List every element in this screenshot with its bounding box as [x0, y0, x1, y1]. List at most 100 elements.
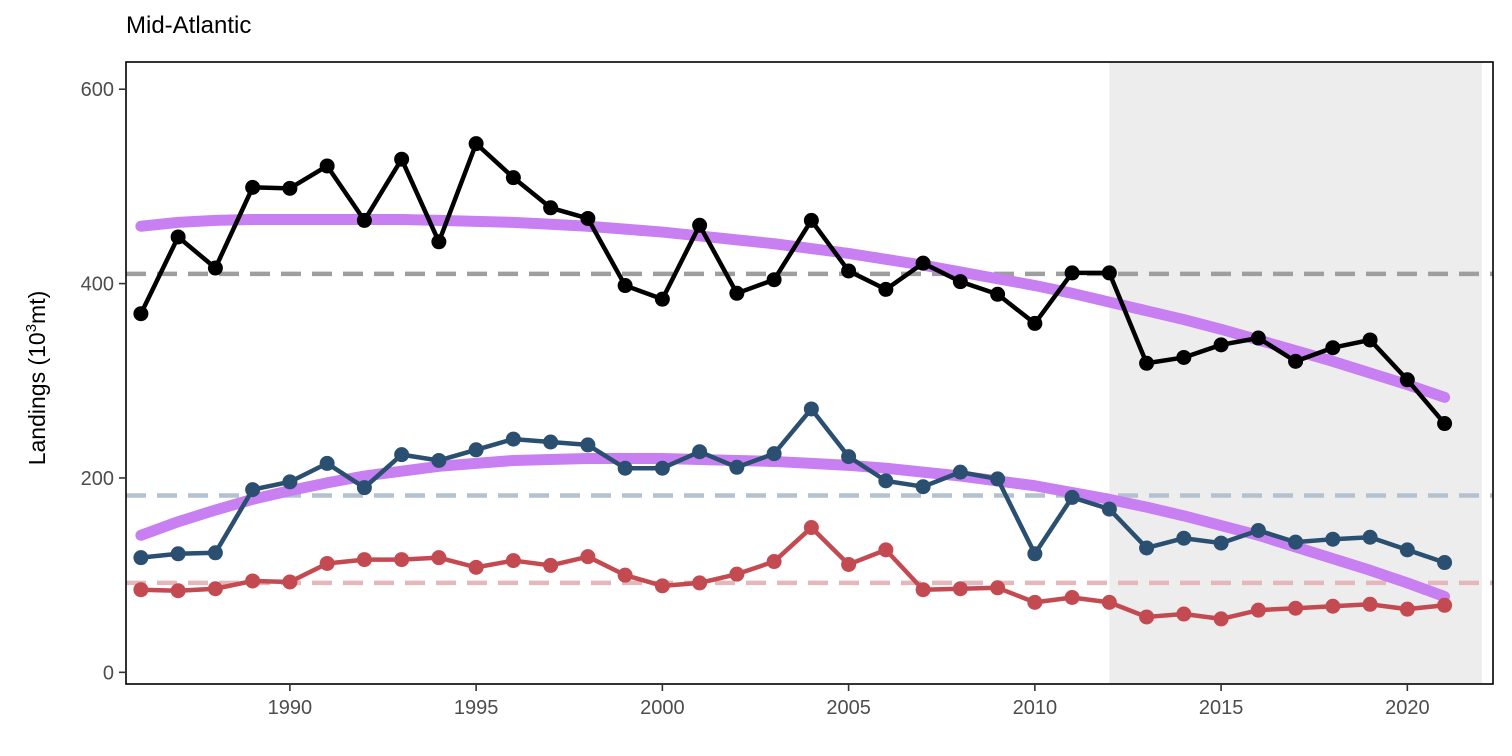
data-point [394, 151, 410, 167]
trend-line-1 [135, 453, 1451, 603]
data-point [1139, 540, 1155, 556]
data-point [356, 480, 372, 496]
data-point [1064, 489, 1080, 505]
data-point [1176, 530, 1192, 546]
data-point [990, 286, 1006, 302]
data-point [543, 557, 559, 573]
data-point [394, 552, 410, 568]
data-point [990, 580, 1006, 596]
x-tick-label: 1995 [454, 697, 499, 719]
data-point [1139, 355, 1155, 371]
data-point [468, 559, 484, 575]
data-point [766, 554, 782, 570]
data-point [580, 549, 596, 565]
data-point [1213, 535, 1229, 551]
y-axis-title: Landings (103mt) [23, 291, 50, 466]
y-tick-label: 200 [81, 468, 114, 490]
data-point [245, 179, 261, 195]
data-point [803, 520, 819, 536]
data-point [1399, 372, 1415, 388]
data-point [692, 217, 708, 233]
data-point [505, 553, 521, 569]
data-point [654, 460, 670, 476]
data-point [1325, 340, 1341, 356]
data-point [952, 464, 968, 480]
data-point [1101, 594, 1117, 610]
data-point [1101, 501, 1117, 517]
data-point [878, 542, 894, 558]
data-point [431, 452, 447, 468]
data-point [1288, 600, 1304, 616]
data-point [952, 274, 968, 290]
shaded-region [1109, 62, 1482, 684]
data-point [1362, 529, 1378, 545]
data-point [766, 272, 782, 288]
data-point [1176, 349, 1192, 365]
data-point [1437, 555, 1453, 571]
data-point [319, 158, 335, 174]
data-point [133, 306, 149, 322]
data-point [170, 229, 186, 245]
data-point [394, 447, 410, 463]
data-point [803, 401, 819, 417]
data-point [356, 552, 372, 568]
data-point [1250, 602, 1266, 618]
data-point [580, 437, 596, 453]
data-point [1064, 265, 1080, 281]
data-point [207, 545, 223, 561]
data-point [1325, 531, 1341, 547]
data-point [133, 550, 149, 566]
data-point [468, 442, 484, 458]
data-point [505, 431, 521, 447]
y-tick-label: 600 [81, 79, 114, 101]
x-tick-label: 2005 [826, 697, 871, 719]
data-point [915, 479, 931, 495]
data-point [990, 471, 1006, 487]
data-point [617, 460, 633, 476]
y-axis: 0 200 400 600 [81, 79, 126, 684]
x-tick-label: 2010 [1013, 697, 1058, 719]
data-point [654, 291, 670, 307]
data-point [729, 285, 745, 301]
plot-border [125, 61, 1494, 685]
data-point [1250, 522, 1266, 538]
data-point [468, 136, 484, 152]
data-point [729, 459, 745, 475]
data-point [580, 210, 596, 226]
data-point [282, 180, 298, 196]
data-point [133, 582, 149, 598]
data-point [1027, 594, 1043, 610]
y-tick-label: 0 [103, 662, 114, 684]
data-point [1139, 609, 1155, 625]
data-point [245, 573, 261, 589]
x-axis: 1990 1995 2000 2005 2010 2015 2020 [268, 684, 1430, 719]
data-point [170, 583, 186, 599]
data-point [878, 473, 894, 489]
data-point [617, 567, 633, 583]
data-point [878, 281, 894, 297]
data-point [915, 582, 931, 598]
data-point [1362, 596, 1378, 612]
data-point [841, 449, 857, 465]
y-axis-title-main: Landings (10 [24, 332, 50, 465]
data-point [170, 546, 186, 562]
data-point [282, 574, 298, 590]
y-axis-title-superscript: 3 [23, 324, 40, 332]
data-point [841, 556, 857, 572]
data-point [729, 566, 745, 582]
data-point [1027, 315, 1043, 331]
data-point [543, 434, 559, 450]
data-point [766, 446, 782, 462]
data-point [543, 200, 559, 216]
plot-panel [1109, 62, 1482, 684]
data-point [1101, 265, 1117, 281]
data-point [431, 234, 447, 250]
data-point [245, 482, 261, 498]
data-point [282, 474, 298, 490]
data-point [692, 444, 708, 460]
data-point [1437, 597, 1453, 613]
data-point [319, 455, 335, 471]
data-point [617, 278, 633, 294]
data-point [654, 578, 670, 594]
data-point [319, 555, 335, 571]
